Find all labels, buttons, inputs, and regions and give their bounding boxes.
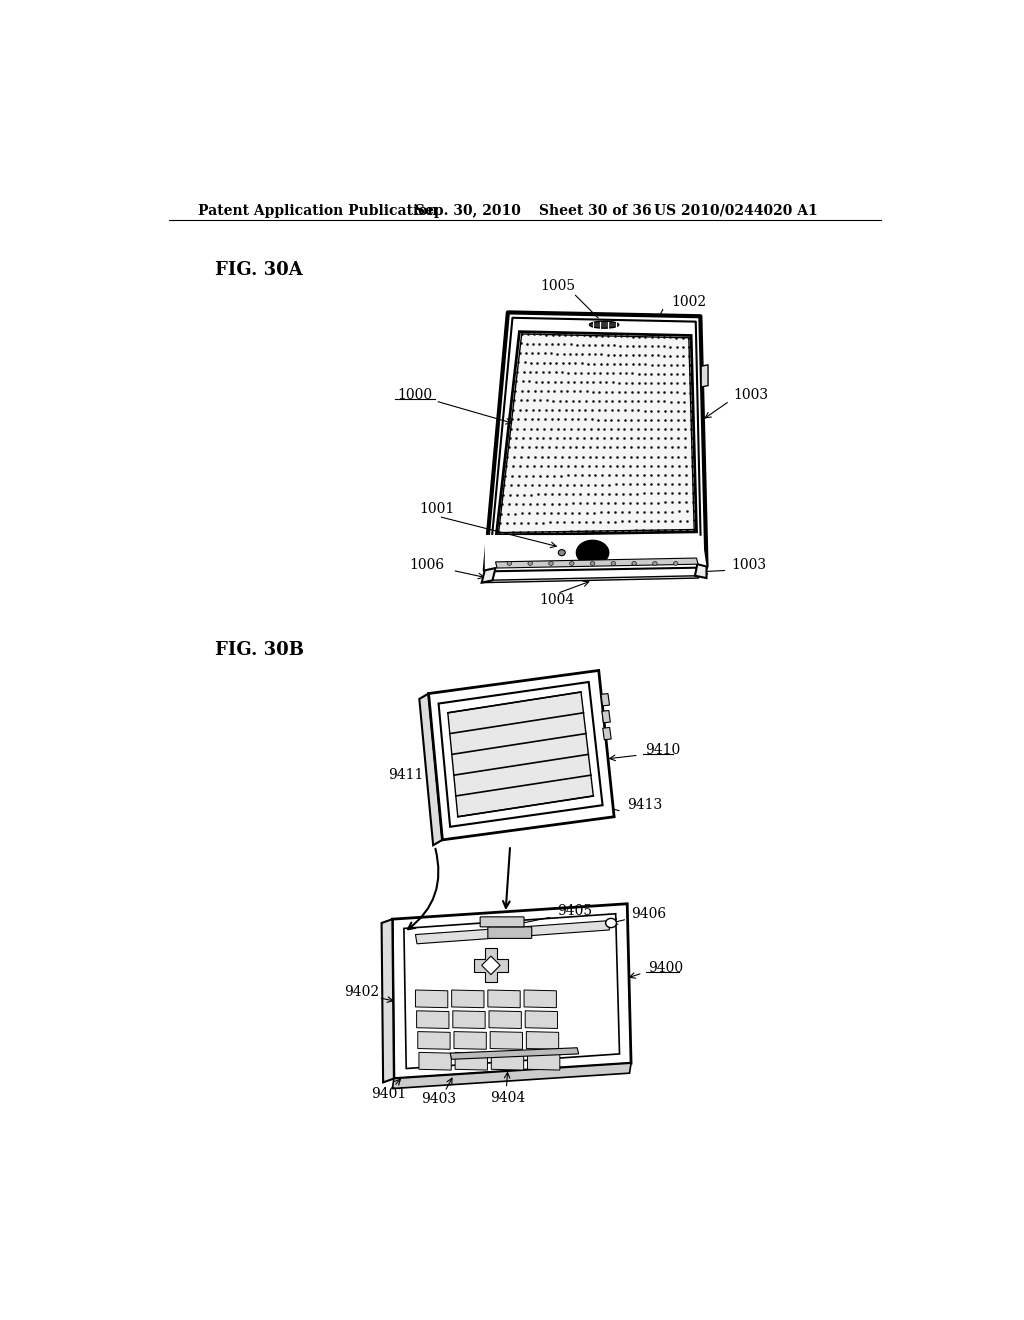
Text: 1001: 1001 xyxy=(419,502,455,516)
Text: 1006: 1006 xyxy=(410,558,444,572)
Polygon shape xyxy=(392,904,631,1078)
Polygon shape xyxy=(429,671,614,840)
Text: 9402: 9402 xyxy=(344,985,379,999)
Polygon shape xyxy=(453,1011,485,1028)
Polygon shape xyxy=(489,1011,521,1028)
Polygon shape xyxy=(603,727,611,739)
Polygon shape xyxy=(525,1011,557,1028)
Text: 1004: 1004 xyxy=(540,593,574,607)
FancyBboxPatch shape xyxy=(487,927,531,939)
Text: 1002: 1002 xyxy=(671,294,707,309)
Polygon shape xyxy=(481,956,500,974)
Text: 1005: 1005 xyxy=(541,280,575,293)
Polygon shape xyxy=(392,1063,631,1089)
Text: 9411: 9411 xyxy=(388,768,424,783)
Polygon shape xyxy=(526,1032,559,1049)
Text: 9401: 9401 xyxy=(371,1086,407,1101)
Text: 9403: 9403 xyxy=(421,1093,456,1106)
Text: Sheet 30 of 36: Sheet 30 of 36 xyxy=(539,203,651,218)
Ellipse shape xyxy=(569,561,574,565)
Polygon shape xyxy=(382,919,394,1082)
Ellipse shape xyxy=(577,540,608,565)
Text: 9404: 9404 xyxy=(490,1090,525,1105)
Ellipse shape xyxy=(558,549,565,556)
FancyBboxPatch shape xyxy=(480,917,524,927)
Polygon shape xyxy=(419,693,442,845)
Text: US 2010/0244020 A1: US 2010/0244020 A1 xyxy=(654,203,818,218)
Polygon shape xyxy=(527,1052,560,1071)
Polygon shape xyxy=(484,313,707,570)
Ellipse shape xyxy=(632,561,637,565)
Ellipse shape xyxy=(674,561,678,565)
Ellipse shape xyxy=(652,561,657,565)
Polygon shape xyxy=(418,1032,451,1049)
Text: 1003: 1003 xyxy=(731,558,766,572)
Text: Patent Application Publication: Patent Application Publication xyxy=(199,203,438,218)
Text: 9410: 9410 xyxy=(645,743,680,756)
Text: 9405: 9405 xyxy=(557,904,592,919)
Polygon shape xyxy=(416,990,447,1007)
Text: 1003: 1003 xyxy=(733,388,769,401)
Polygon shape xyxy=(455,1052,487,1071)
Polygon shape xyxy=(497,331,696,535)
Polygon shape xyxy=(499,334,694,533)
Polygon shape xyxy=(487,990,520,1007)
Polygon shape xyxy=(602,710,610,723)
Text: 1000: 1000 xyxy=(397,388,432,401)
Polygon shape xyxy=(496,558,698,568)
Polygon shape xyxy=(416,921,609,944)
Polygon shape xyxy=(474,949,508,982)
Text: Sep. 30, 2010: Sep. 30, 2010 xyxy=(416,203,521,218)
Text: FIG. 30B: FIG. 30B xyxy=(215,640,304,659)
Polygon shape xyxy=(490,1032,522,1049)
Polygon shape xyxy=(484,535,707,570)
Ellipse shape xyxy=(528,561,532,565)
Polygon shape xyxy=(451,1048,579,1059)
Text: 9413: 9413 xyxy=(628,799,663,812)
Polygon shape xyxy=(701,364,708,387)
Ellipse shape xyxy=(590,561,595,565)
Text: 9400: 9400 xyxy=(648,961,683,974)
Polygon shape xyxy=(454,1032,486,1049)
Polygon shape xyxy=(524,990,556,1007)
Text: 9412: 9412 xyxy=(441,692,477,706)
Text: FIG. 30A: FIG. 30A xyxy=(215,261,303,279)
Polygon shape xyxy=(601,693,609,706)
Polygon shape xyxy=(482,576,698,582)
Ellipse shape xyxy=(507,561,512,565)
Text: 9406: 9406 xyxy=(631,907,667,921)
Polygon shape xyxy=(419,1052,452,1071)
Ellipse shape xyxy=(605,919,616,928)
Polygon shape xyxy=(417,1011,449,1028)
Ellipse shape xyxy=(590,321,618,329)
Polygon shape xyxy=(452,990,484,1007)
Polygon shape xyxy=(447,692,593,817)
Ellipse shape xyxy=(611,561,615,565)
Ellipse shape xyxy=(549,561,553,565)
Polygon shape xyxy=(695,564,707,578)
Polygon shape xyxy=(481,568,496,582)
Polygon shape xyxy=(492,1052,523,1071)
